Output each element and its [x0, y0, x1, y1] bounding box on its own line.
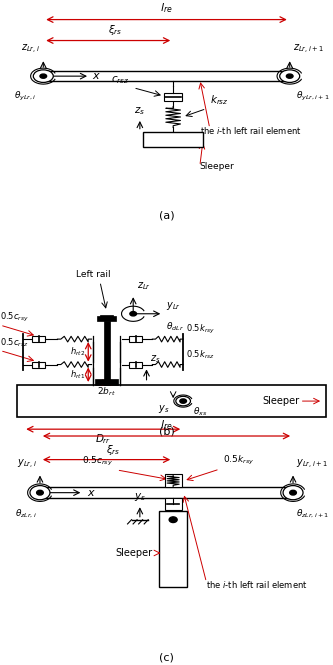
Text: (b): (b) — [159, 427, 174, 437]
Circle shape — [130, 312, 137, 316]
Text: $x$: $x$ — [87, 487, 96, 497]
Text: Sleeper: Sleeper — [263, 396, 300, 406]
Text: $y_{Lr,i}$: $y_{Lr,i}$ — [17, 458, 37, 471]
Text: $z_s$: $z_s$ — [150, 354, 161, 365]
Text: $D_{rr}$: $D_{rr}$ — [95, 432, 112, 446]
Text: $0.5c_{rsz}$: $0.5c_{rsz}$ — [0, 337, 29, 349]
Circle shape — [280, 70, 300, 82]
Text: Sleeper: Sleeper — [115, 548, 152, 558]
Text: $0.5k_{rsz}$: $0.5k_{rsz}$ — [186, 349, 215, 361]
Text: $h_{rt2}$: $h_{rt2}$ — [70, 346, 85, 358]
Text: $\theta_{yLr,i}$: $\theta_{yLr,i}$ — [14, 90, 37, 103]
Circle shape — [283, 485, 303, 500]
Text: $\theta_{zLr,i+1}$: $\theta_{zLr,i+1}$ — [296, 508, 329, 520]
Text: Sleeper: Sleeper — [200, 162, 234, 171]
Bar — [143, 132, 203, 148]
Text: $c_{rsz}$: $c_{rsz}$ — [112, 74, 130, 86]
Text: the $i$-th left rail element: the $i$-th left rail element — [206, 579, 308, 591]
Bar — [165, 498, 182, 510]
Bar — [97, 316, 116, 321]
Text: the $i$-th left rail element: the $i$-th left rail element — [200, 125, 301, 136]
Text: Left rail: Left rail — [76, 270, 111, 279]
Circle shape — [176, 396, 190, 406]
Text: $h_{rt1}$: $h_{rt1}$ — [70, 368, 85, 381]
Text: $\theta_{dLr}$: $\theta_{dLr}$ — [166, 321, 184, 332]
Circle shape — [33, 70, 53, 82]
Bar — [43, 71, 290, 81]
Text: $0.5c_{rsy}$: $0.5c_{rsy}$ — [0, 311, 29, 324]
Text: $z_{Lr}$: $z_{Lr}$ — [137, 281, 151, 292]
Text: $\xi_{rs}$: $\xi_{rs}$ — [108, 23, 122, 37]
Text: $k_{rsz}$: $k_{rsz}$ — [210, 92, 228, 106]
Text: $0.5k_{rsy}$: $0.5k_{rsy}$ — [186, 323, 216, 336]
Circle shape — [169, 517, 177, 523]
Bar — [129, 336, 142, 342]
Text: $y_{Lr}$: $y_{Lr}$ — [166, 300, 181, 312]
Bar — [104, 321, 110, 385]
Text: $\theta_{xs}$: $\theta_{xs}$ — [193, 406, 207, 418]
Bar — [17, 385, 326, 418]
Circle shape — [290, 490, 296, 495]
Text: $z_{Lr,i}$: $z_{Lr,i}$ — [21, 43, 40, 57]
Text: $z_{Lr,i+1}$: $z_{Lr,i+1}$ — [293, 43, 324, 57]
Bar — [40, 487, 293, 498]
Circle shape — [286, 74, 293, 78]
Text: $0.5c_{rsy}$: $0.5c_{rsy}$ — [82, 454, 113, 467]
Bar — [32, 336, 45, 342]
Bar — [165, 474, 182, 487]
Bar — [164, 93, 182, 100]
Text: $0.5k_{rsy}$: $0.5k_{rsy}$ — [223, 454, 254, 467]
Text: $\theta_{yLr,i+1}$: $\theta_{yLr,i+1}$ — [296, 90, 330, 103]
Text: $y_s$: $y_s$ — [134, 491, 146, 503]
Bar — [129, 362, 142, 368]
Circle shape — [37, 490, 43, 495]
Text: $l_{re}$: $l_{re}$ — [160, 1, 173, 15]
Text: $y_{Lr,i+1}$: $y_{Lr,i+1}$ — [296, 458, 328, 471]
Bar — [159, 511, 187, 587]
Text: $y_s$: $y_s$ — [159, 403, 170, 415]
Circle shape — [30, 485, 50, 500]
Circle shape — [40, 74, 47, 78]
Bar — [95, 380, 118, 385]
Text: $l_{re}$: $l_{re}$ — [160, 419, 173, 432]
Text: $2b_{rt}$: $2b_{rt}$ — [97, 386, 116, 398]
Text: (a): (a) — [159, 211, 174, 221]
Text: $\xi_{rs}$: $\xi_{rs}$ — [106, 443, 121, 457]
Text: $x$: $x$ — [92, 71, 101, 81]
Bar — [32, 362, 45, 368]
Text: $\theta_{zLr,i}$: $\theta_{zLr,i}$ — [15, 508, 37, 520]
Circle shape — [180, 399, 186, 403]
Text: $z_s$: $z_s$ — [134, 105, 146, 117]
Bar — [100, 315, 113, 319]
Text: (c): (c) — [159, 652, 174, 662]
